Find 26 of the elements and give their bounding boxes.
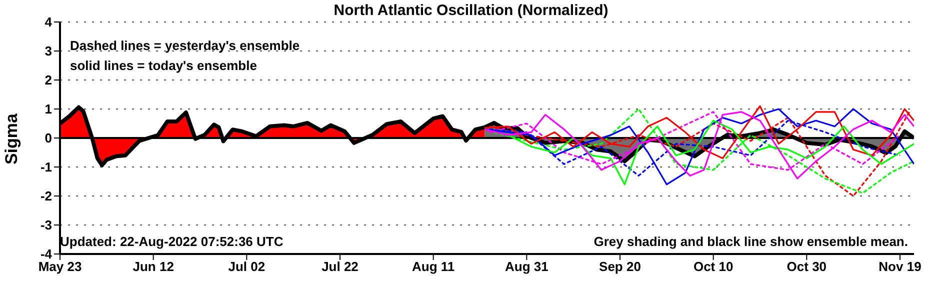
line-series	[488, 120, 901, 176]
x-tick-label: Jun 12	[132, 259, 174, 274]
x-tick-label: Oct 10	[693, 259, 734, 274]
y-tick-label: 4	[44, 14, 53, 30]
x-tick-label: May 23	[38, 259, 82, 274]
y-tick-label: 1	[44, 102, 52, 117]
x-tick-label: Aug 31	[504, 259, 548, 274]
x-tick-label: Sep 20	[599, 259, 641, 274]
annotation: solid lines = today's ensemble	[70, 58, 257, 73]
y-axis-title: Sigma	[2, 112, 22, 167]
y-tick-label: -2	[40, 188, 52, 204]
y-tick-label: -1	[40, 160, 52, 175]
annotation: Dashed lines = yesterday's ensemble	[70, 38, 300, 53]
y-tick-label: -4	[40, 246, 53, 262]
x-tick-label: Jul 22	[322, 259, 358, 274]
chart-title: North Atlantic Oscillation (Normalized)	[334, 2, 608, 19]
y-tick-label: 0	[44, 130, 52, 146]
x-tick-label: Jul 02	[228, 259, 266, 274]
y-tick-label: -3	[40, 218, 52, 233]
y-tick-label: 3	[44, 44, 52, 59]
x-tick-label: Oct 30	[786, 259, 827, 274]
y-tick-label: 2	[44, 72, 52, 88]
annotation: Updated: 22-Aug-2022 07:52:36 UTC	[60, 234, 284, 249]
x-tick-label: Aug 11	[412, 259, 455, 274]
annotation: Grey shading and black line show ensemble mean.	[594, 234, 908, 249]
x-tick-label: Nov 19	[878, 259, 922, 274]
